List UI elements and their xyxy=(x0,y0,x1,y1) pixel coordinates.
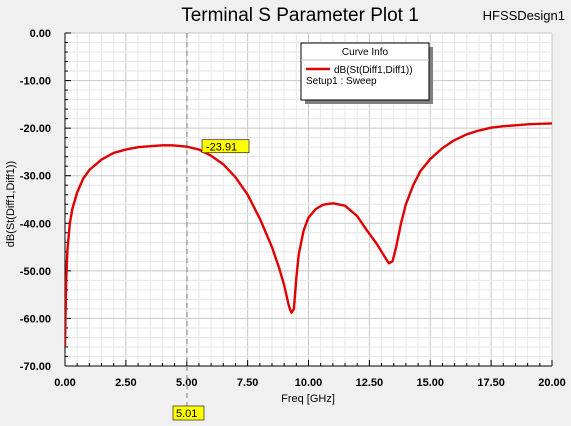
y-tick-labels: 0.00 -10.00 -20.00 -30.00 -40.00 -50.00 -60.00… xyxy=(20,28,51,373)
y-axis-title: dB(St(Diff1,Diff1)) xyxy=(5,161,17,247)
axis-ticks xyxy=(64,32,553,367)
legend-label-series-1: dB(St(Diff1,Diff1)) xyxy=(334,65,413,76)
y-tick-label: -30.00 xyxy=(20,171,51,183)
y-tick-label: 0.00 xyxy=(30,28,51,40)
series-line-diff1 xyxy=(65,122,552,348)
y-tick-label: -40.00 xyxy=(20,218,51,230)
legend-box[interactable]: Curve Info dB(St(Diff1,Diff1)) Setup1 : … xyxy=(300,42,433,104)
design-name: HFSSDesign1 xyxy=(483,8,565,23)
legend-header: Curve Info xyxy=(342,47,389,58)
marker-y-label-box xyxy=(201,139,250,154)
legend-sublabel-series-1: Setup1 : Sweep xyxy=(306,76,377,87)
y-tick-label: -10.00 xyxy=(20,76,51,88)
x-tick-label: 15.00 xyxy=(416,377,444,389)
x-tick-label: 5.00 xyxy=(176,377,197,389)
x-tick-label: 17.50 xyxy=(477,377,505,389)
x-tick-label: 20.00 xyxy=(538,377,566,389)
y-tick-label: -60.00 xyxy=(20,313,51,325)
series-group xyxy=(65,122,552,348)
y-tick-label: -50.00 xyxy=(20,266,51,278)
y-tick-label: -20.00 xyxy=(20,123,51,135)
x-tick-label: 10.00 xyxy=(295,377,323,389)
legend-frame xyxy=(300,42,430,101)
marker-x-label-text: 5.01 xyxy=(176,408,197,420)
chart-title: Terminal S Parameter Plot 1 xyxy=(181,5,419,26)
x-tick-labels: 0.00 2.50 5.00 7.50 10.00 12.50 15.00 17.50 20.0… xyxy=(54,377,565,389)
marker-x-label-box xyxy=(172,405,205,421)
marker-x-label[interactable]: 5.01 xyxy=(172,405,205,421)
x-tick-label: 2.50 xyxy=(115,377,136,389)
x-tick-label: 12.50 xyxy=(356,377,384,389)
marker-y-label-text: -23.91 xyxy=(206,142,237,154)
x-tick-label: 7.50 xyxy=(237,377,258,389)
x-tick-label: 0.00 xyxy=(54,377,75,389)
y-tick-label: -70.00 xyxy=(20,361,51,373)
x-axis-title: Freq [GHz] xyxy=(281,393,335,405)
marker-y-label[interactable]: -23.91 xyxy=(201,139,250,154)
